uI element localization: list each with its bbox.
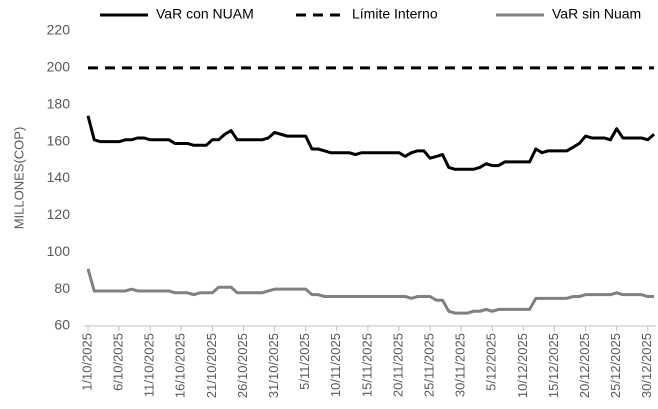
x-tick-label: 16/10/2025 [173,333,188,398]
x-tick-label: 30/12/2025 [639,333,654,398]
x-tick-label: 25/11/2025 [422,333,437,397]
y-tick-label: 60 [54,317,70,333]
x-tick-label: 15/12/2025 [546,333,561,398]
series-line [86,268,654,315]
x-tick-label: 10/12/2025 [515,333,530,398]
y-tick-label: 100 [47,243,71,259]
x-tick-label: 20/11/2025 [390,333,405,397]
y-tick-label: 180 [47,95,71,111]
y-tick-label: 160 [47,132,71,148]
y-tick-label: 200 [47,59,71,75]
x-tick-label: 11/10/2025 [142,333,157,397]
y-tick-label: 140 [47,169,71,185]
x-tick-label: 26/10/2025 [235,333,250,398]
x-tick-label: 21/10/2025 [204,333,219,398]
x-tick-label: 25/12/2025 [608,333,623,398]
y-tick-label: 220 [47,22,71,38]
x-tick-label: 6/10/2025 [111,333,126,391]
y-tick-label: 80 [54,280,70,296]
x-tick-label: 1/10/2025 [79,333,94,391]
x-tick-label: 31/10/2025 [266,333,281,398]
legend-label: VaR sin Nuam [552,6,641,22]
legend-label: Límite Interno [352,6,438,22]
y-tick-label: 120 [47,206,71,222]
x-tick-label: 30/11/2025 [453,333,468,397]
legend-label: VaR con NUAM [156,6,254,22]
series-line [86,115,655,171]
x-tick-label: 20/12/2025 [577,333,592,398]
y-axis-label: MILLONES(COP) [11,127,26,230]
x-tick-label: 5/12/2025 [484,333,499,391]
x-tick-label: 10/11/2025 [328,333,343,397]
x-tick-label: 15/11/2025 [359,333,374,397]
x-tick-label: 5/11/2025 [297,333,312,390]
